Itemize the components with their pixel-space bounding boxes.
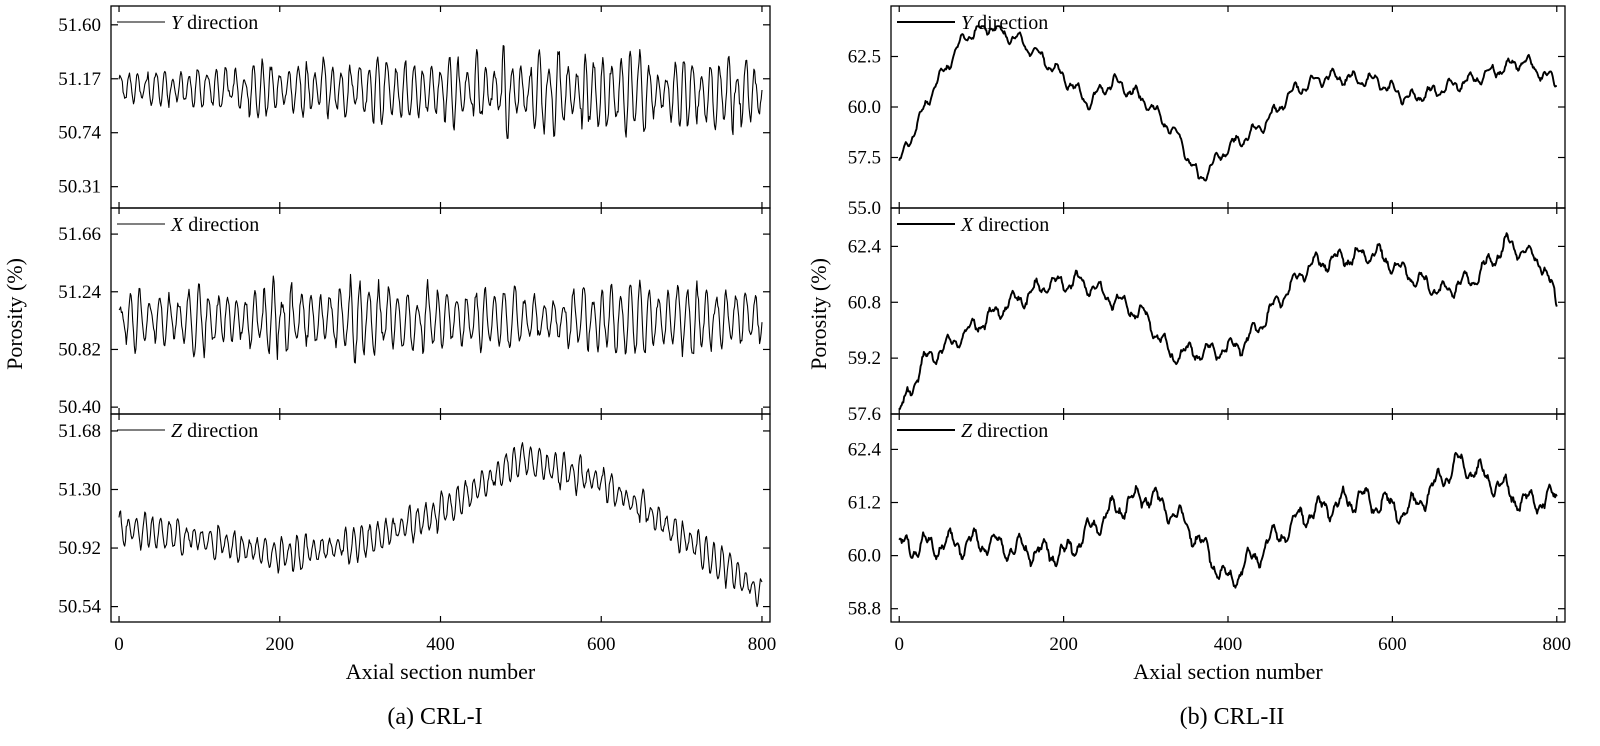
y-tick-label: 50.92	[58, 538, 101, 559]
series-line-y	[118, 45, 763, 139]
y-tick-label: 62.4	[848, 236, 882, 257]
y-tick-label: 51.60	[58, 15, 101, 36]
y-tick-label: 61.2	[848, 493, 881, 514]
y-tick-label: 51.17	[58, 69, 101, 90]
crl-ii-panel-z: 58.8 60.0 61.2 62.4 0 200 400 600 800 Z direction	[848, 413, 1572, 655]
y-tick-label: 51.30	[58, 479, 101, 500]
legend-rest-text: direction	[972, 12, 1048, 34]
y-tick-label: 51.66	[58, 224, 101, 245]
crl-i-panel-x: 50.40 50.82 51.24 51.66 X direction	[58, 207, 771, 418]
legend-rest-text: direction	[183, 214, 259, 236]
y-tick-label: 59.2	[848, 348, 881, 369]
legend-label: Z direction	[961, 420, 1048, 442]
legend-rest-text: direction	[182, 420, 258, 442]
series-line-z	[118, 442, 763, 608]
legend-axis-letter: Z	[961, 420, 973, 442]
x-tick-label: 0	[114, 634, 124, 655]
series-line-x	[898, 232, 1558, 411]
legend-label: X direction	[960, 214, 1049, 236]
caption-crl-i: (a) CRL-I	[387, 704, 482, 730]
x-tick-label: 200	[1049, 634, 1078, 655]
x-tick-label: 200	[266, 634, 295, 655]
y-tick-label: 60.8	[848, 292, 881, 313]
y-tick-label: 62.5	[848, 47, 881, 68]
y-tick-label: 60.0	[848, 97, 881, 118]
legend-label: X direction	[170, 214, 259, 236]
x-tick-label: 600	[1378, 634, 1407, 655]
y-tick-label: 50.40	[58, 397, 101, 418]
x-tick-label: 400	[426, 634, 455, 655]
series-line-z	[898, 451, 1558, 589]
crl-ii-chart-group: 55.0 57.5 60.0 62.5 Y direction 57.6 59.2 60.8 6…	[806, 5, 1572, 684]
y-tick-label: 58.8	[848, 599, 881, 620]
crl-ii-panel-y: 55.0 57.5 60.0 62.5 Y direction	[848, 5, 1566, 219]
x-tick-label: 400	[1214, 634, 1243, 655]
x-tick-label: 0	[894, 634, 904, 655]
x-tick-label: 600	[587, 634, 616, 655]
plot-frame	[890, 5, 1566, 209]
crl-ii-x-axis-title: Axial section number	[1133, 659, 1323, 684]
legend-axis-letter: Z	[171, 420, 183, 442]
y-tick-label: 51.24	[58, 282, 101, 303]
plot-frame	[110, 5, 771, 209]
y-tick-label: 50.54	[58, 597, 101, 618]
y-tick-label: 57.6	[848, 404, 881, 425]
series-line-x	[118, 273, 763, 364]
y-tick-label: 55.0	[848, 198, 881, 219]
crl-ii-panel-x: 57.6 59.2 60.8 62.4 X direction	[848, 207, 1566, 425]
caption-crl-ii: (b) CRL-II	[1180, 704, 1285, 730]
y-tick-label: 60.0	[848, 546, 881, 567]
legend-axis-letter: X	[170, 214, 184, 236]
legend-label: Y direction	[171, 12, 258, 34]
x-tick-label: 800	[748, 634, 777, 655]
crl-i-panel-z: 50.54 50.92 51.30 51.68 0 200 400 600 800 Z direc…	[58, 413, 777, 655]
legend-axis-letter: X	[960, 214, 974, 236]
legend-rest-text: direction	[972, 420, 1048, 442]
crl-i-chart-group: 50.31 50.74 51.17 51.60 Y direction 50.40 50.8…	[2, 5, 777, 684]
crl-i-panel-y: 50.31 50.74 51.17 51.60 Y direction	[58, 5, 771, 209]
y-tick-label: 51.68	[58, 421, 101, 442]
y-tick-label: 50.82	[58, 339, 101, 360]
crl-i-y-axis-title: Porosity (%)	[2, 258, 27, 370]
plot-frame	[110, 413, 771, 623]
plot-frame	[890, 413, 1566, 623]
y-tick-label: 57.5	[848, 148, 881, 169]
legend-rest-text: direction	[182, 12, 258, 34]
legend-rest-text: direction	[973, 214, 1049, 236]
x-tick-label: 800	[1543, 634, 1572, 655]
y-tick-label: 62.4	[848, 439, 882, 460]
crl-i-x-axis-title: Axial section number	[346, 659, 536, 684]
crl-ii-y-axis-title: Porosity (%)	[806, 258, 831, 370]
series-line-y	[898, 25, 1557, 182]
legend-label: Y direction	[961, 12, 1048, 34]
legend-axis-letter: Y	[961, 12, 974, 34]
legend-label: Z direction	[171, 420, 258, 442]
y-tick-label: 50.74	[58, 123, 101, 144]
legend-axis-letter: Y	[171, 12, 184, 34]
y-tick-label: 50.31	[58, 177, 101, 198]
